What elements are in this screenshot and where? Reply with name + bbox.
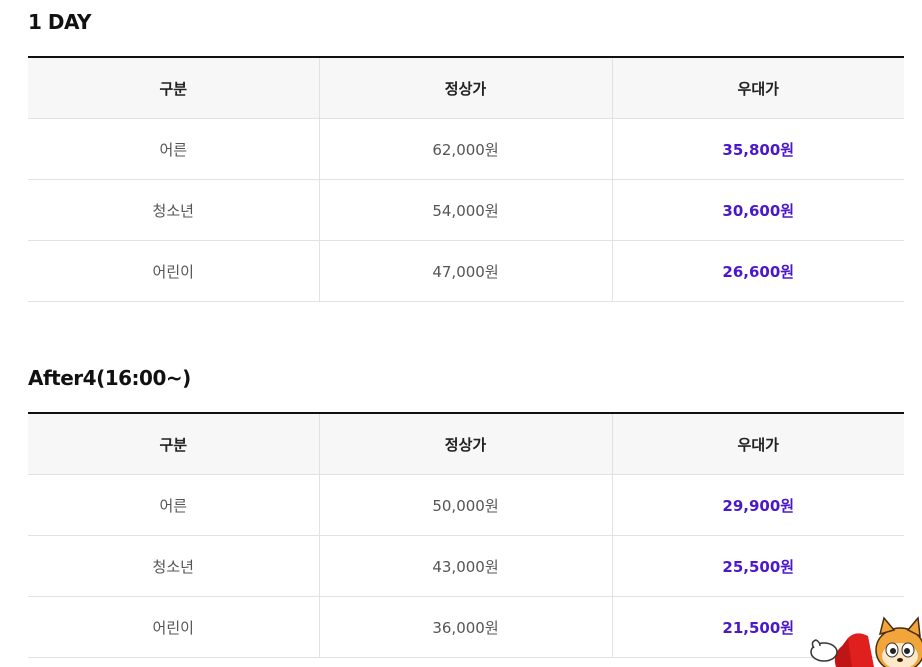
table-row: 어린이 47,000원 26,600원 xyxy=(28,240,904,302)
discount-price-cell: 29,900원 xyxy=(611,474,904,536)
category-cell: 청소년 xyxy=(28,535,319,597)
regular-price-cell: 36,000원 xyxy=(318,596,612,658)
section-after4: After4(16:00~) 구분 정상가 우대가 어른 50,000원 29,… xyxy=(28,356,904,658)
price-table: 구분 정상가 우대가 어른 62,000원 35,800원 청소년 54,000… xyxy=(28,56,904,302)
section-1day: 1 DAY 구분 정상가 우대가 어른 62,000원 35,800원 청소년 … xyxy=(28,0,904,302)
raccoon-mascot-icon[interactable] xyxy=(808,616,922,667)
section-title: After4(16:00~) xyxy=(28,366,191,390)
table-header-row: 구분 정상가 우대가 xyxy=(28,413,904,475)
regular-price-cell: 47,000원 xyxy=(318,240,612,302)
table-row: 어른 50,000원 29,900원 xyxy=(28,474,904,536)
header-category: 구분 xyxy=(28,57,319,119)
table-header-row: 구분 정상가 우대가 xyxy=(28,57,904,119)
regular-price-cell: 62,000원 xyxy=(318,118,612,180)
discount-price-cell: 25,500원 xyxy=(611,535,904,597)
category-cell: 어린이 xyxy=(28,596,319,658)
table-row: 어린이 36,000원 21,500원 xyxy=(28,596,904,658)
regular-price-cell: 54,000원 xyxy=(318,179,612,241)
category-cell: 어른 xyxy=(28,474,319,536)
regular-price-cell: 43,000원 xyxy=(318,535,612,597)
category-cell: 어른 xyxy=(28,118,319,180)
table-row: 청소년 54,000원 30,600원 xyxy=(28,179,904,241)
section-title: 1 DAY xyxy=(28,10,92,34)
regular-price-cell: 50,000원 xyxy=(318,474,612,536)
table-row: 어른 62,000원 35,800원 xyxy=(28,118,904,180)
category-cell: 어린이 xyxy=(28,240,319,302)
header-discount-price: 우대가 xyxy=(611,57,904,119)
header-regular-price: 정상가 xyxy=(318,413,612,475)
discount-price-cell: 30,600원 xyxy=(611,179,904,241)
header-discount-price: 우대가 xyxy=(611,413,904,475)
header-regular-price: 정상가 xyxy=(318,57,612,119)
table-row: 청소년 43,000원 25,500원 xyxy=(28,535,904,597)
discount-price-cell: 35,800원 xyxy=(611,118,904,180)
header-category: 구분 xyxy=(28,413,319,475)
category-cell: 청소년 xyxy=(28,179,319,241)
price-table: 구분 정상가 우대가 어른 50,000원 29,900원 청소년 43,000… xyxy=(28,412,904,658)
discount-price-cell: 26,600원 xyxy=(611,240,904,302)
